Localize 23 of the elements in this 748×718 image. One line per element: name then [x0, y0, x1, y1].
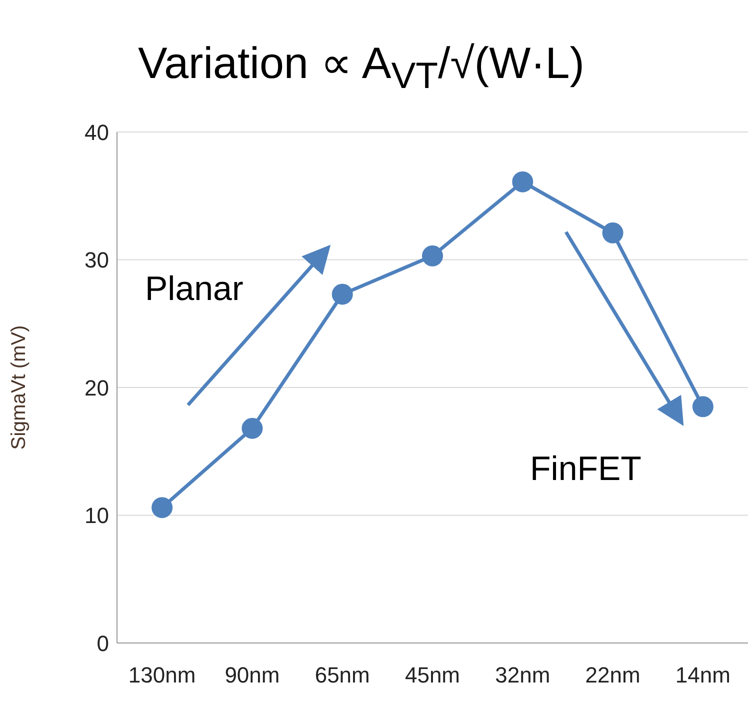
point: [242, 418, 263, 439]
point: [602, 222, 624, 244]
y-tick-label: 30: [84, 248, 109, 273]
x-tick-label: 65nm: [314, 662, 370, 688]
point: [692, 396, 714, 418]
annotation: FinFET: [530, 450, 642, 489]
point: [152, 497, 173, 518]
x-tick-label: 14nm: [675, 662, 730, 688]
point: [332, 284, 353, 305]
annotation: Planar: [145, 270, 244, 309]
x-tick-label: 32nm: [495, 662, 550, 688]
x-tick-label: 90nm: [224, 662, 280, 688]
x-tick-label: 45nm: [404, 662, 460, 688]
y-tick-label: 10: [84, 503, 109, 528]
point: [422, 245, 443, 266]
y-tick-label: 0: [96, 630, 109, 656]
y-tick-label: 20: [84, 375, 109, 400]
y-axis-title: SigmaVt (mV): [8, 325, 30, 450]
point: [512, 171, 534, 192]
x-tick-label: 22nm: [585, 662, 640, 688]
x-tick-label: 130nm: [128, 662, 196, 688]
y-tick-label: 40: [84, 120, 109, 145]
chart-title: Variation ∝ A$_{VT}$/√(W·L): [138, 38, 584, 97]
